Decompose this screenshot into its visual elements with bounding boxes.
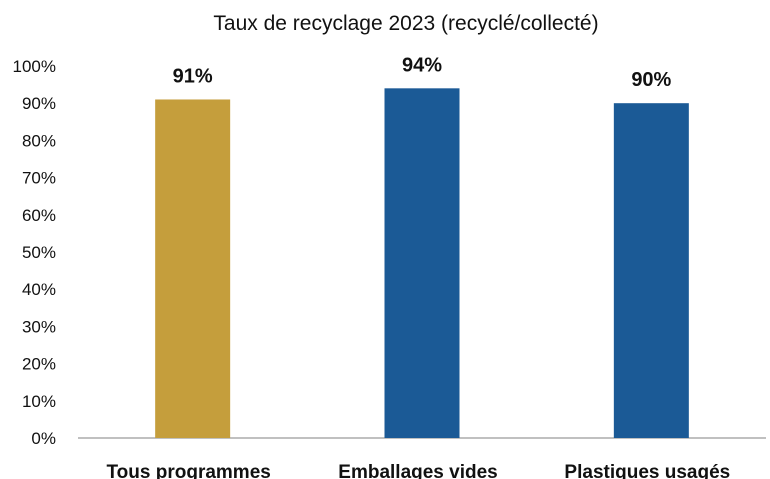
y-tick-label: 30% [22, 317, 56, 336]
y-tick-label: 0% [31, 429, 56, 448]
x-axis: Tous programmes Emballages vides Plastique… [106, 462, 730, 479]
y-tick-label: 100% [13, 57, 56, 76]
y-tick-label: 40% [22, 280, 56, 299]
data-labels: 91% 94% 90% [173, 54, 672, 91]
bar-3 [613, 103, 689, 438]
x-tick-label: Tous programmes [106, 462, 270, 479]
x-tick-label: Plastiques usagés [564, 462, 730, 479]
y-tick-label: 80% [22, 131, 56, 150]
x-tick-label: Emballages vides [338, 462, 497, 479]
chart-title: Taux de recyclage 2023 (recyclé/collecté… [213, 12, 598, 35]
y-axis: 0% 10% 20% 30% 40% 50% 60% 70% 80% 90% 100% [13, 57, 56, 448]
y-tick-label: 60% [22, 206, 56, 225]
bar-1 [155, 99, 231, 438]
data-label: 91% [173, 65, 213, 87]
y-tick-label: 20% [22, 355, 56, 374]
y-tick-label: 10% [22, 392, 56, 411]
data-label: 90% [631, 69, 671, 91]
y-tick-label: 70% [22, 169, 56, 188]
y-tick-label: 90% [22, 94, 56, 113]
data-label: 94% [402, 54, 442, 76]
bars [155, 88, 689, 438]
y-tick-label: 50% [22, 243, 56, 262]
bar-2 [384, 88, 460, 438]
